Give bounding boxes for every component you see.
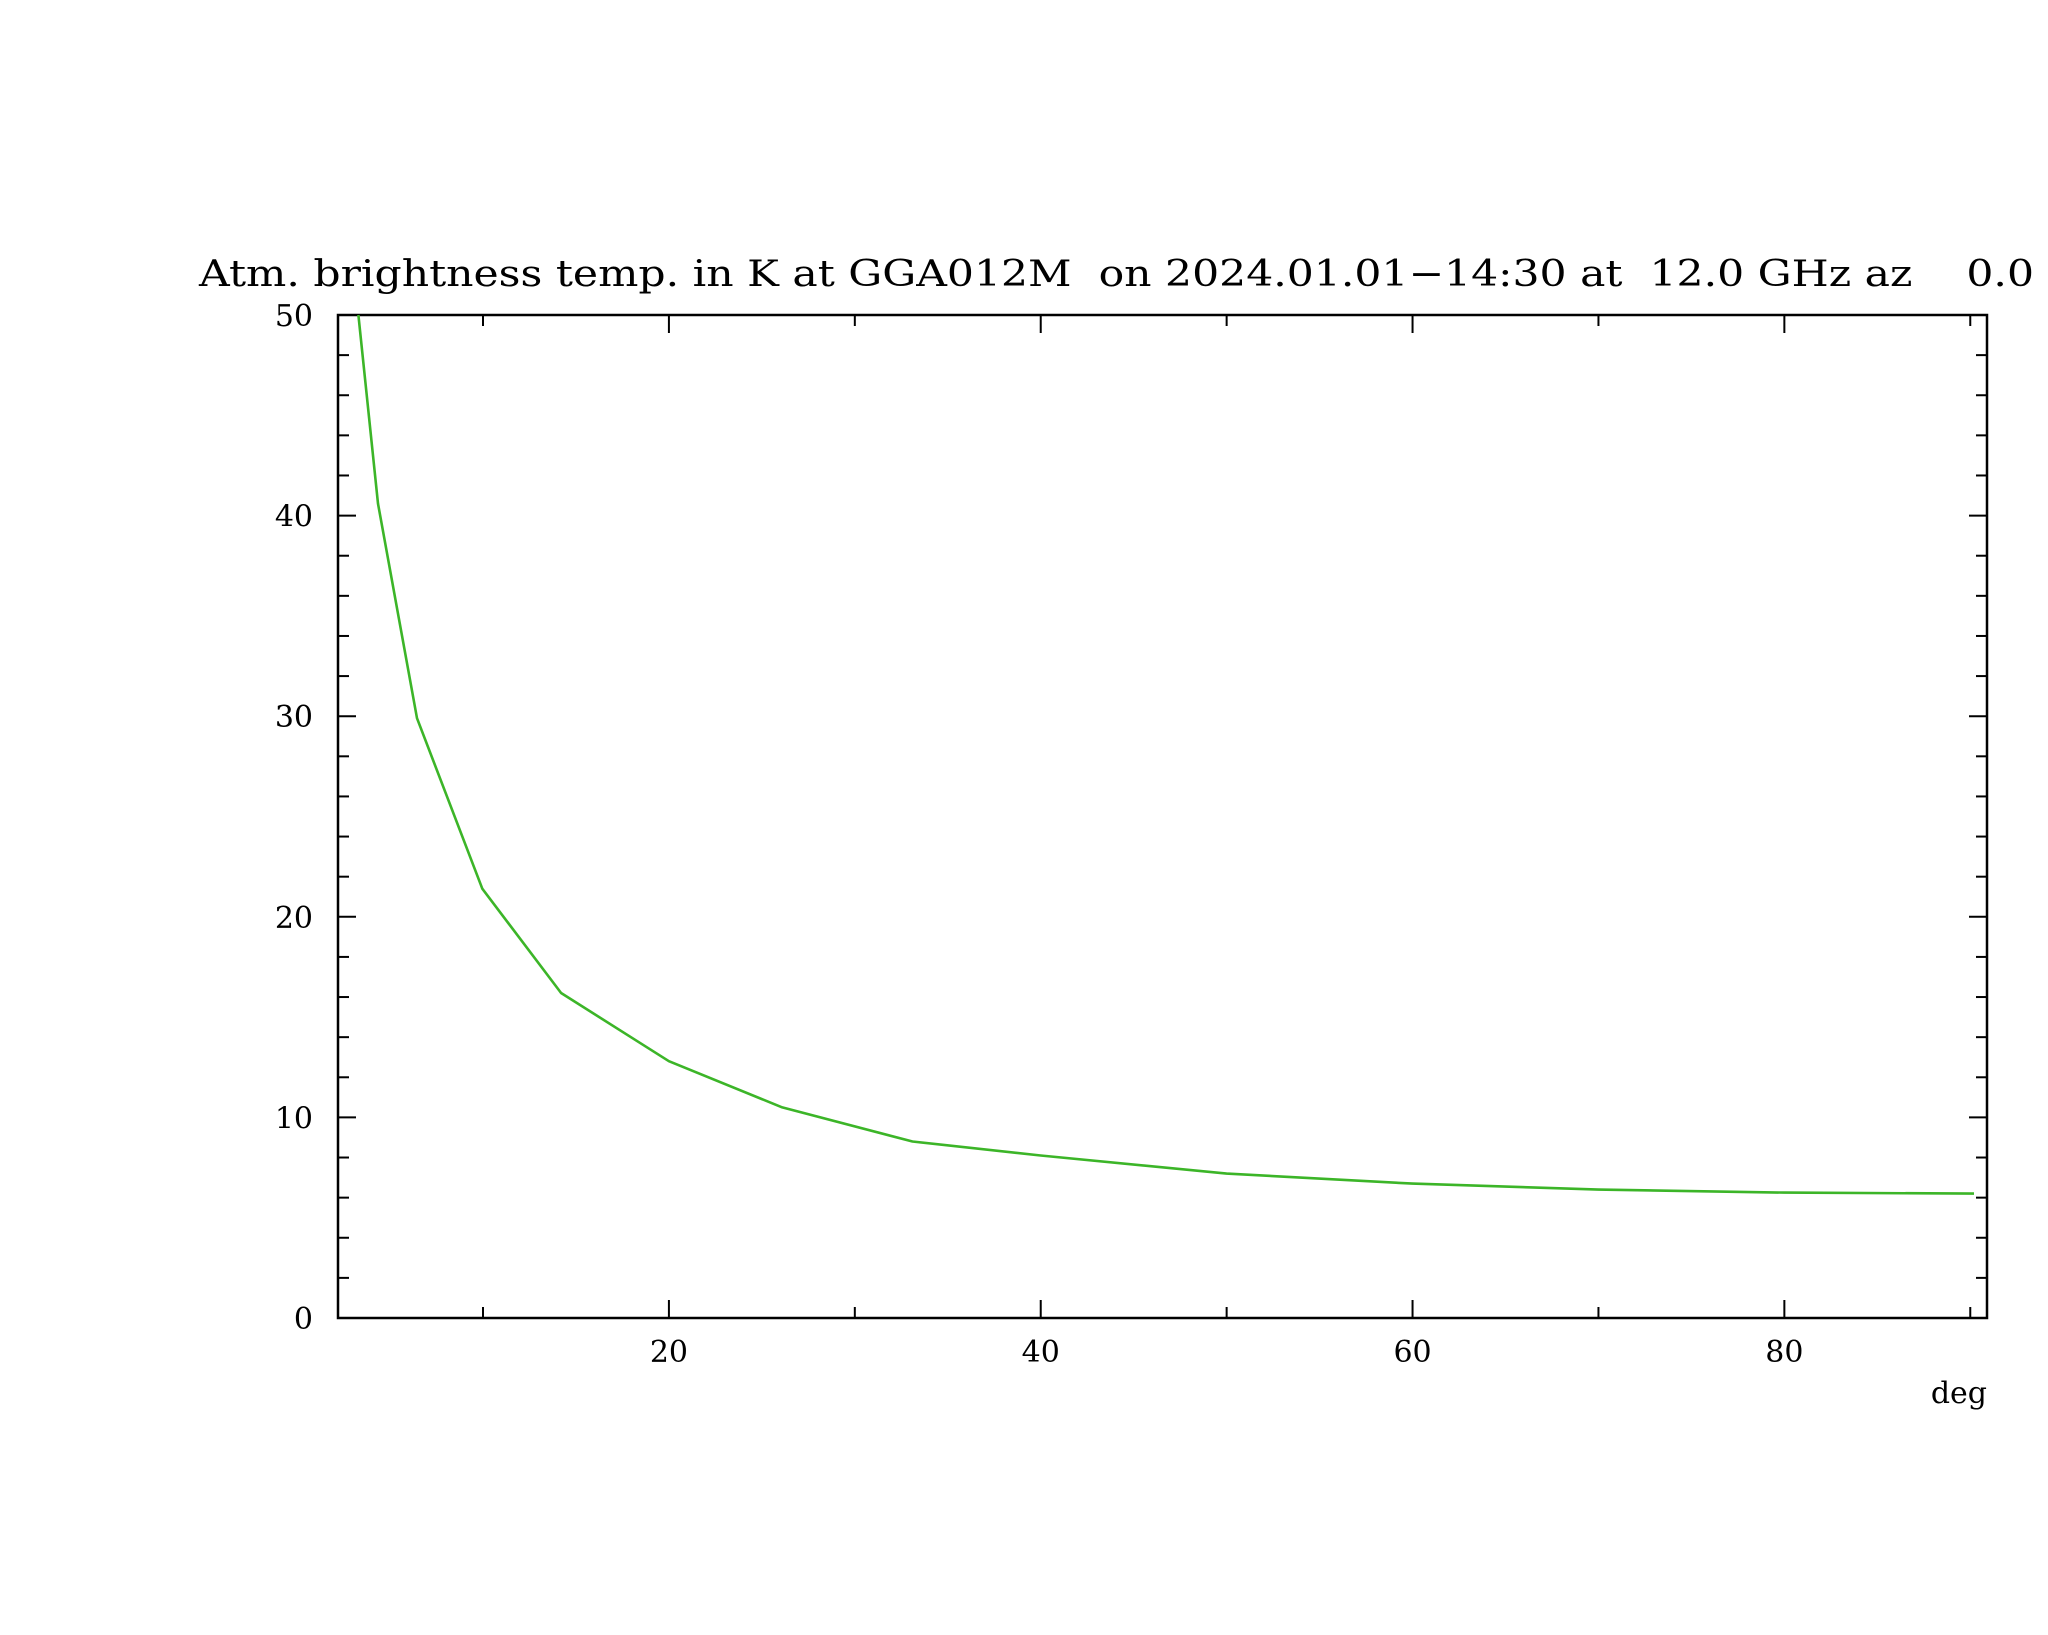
x-axis-label: deg (1931, 1376, 1987, 1411)
chart-title: Atm. brightness temp. in K at GGA012M on… (198, 254, 2034, 295)
x-tick-label: 60 (1393, 1335, 1431, 1370)
x-tick-label: 40 (1022, 1335, 1060, 1370)
x-tick-label: 80 (1765, 1335, 1803, 1370)
plot-frame (336, 313, 1989, 1320)
y-tick-label: 50 (275, 299, 313, 334)
y-tick-label: 20 (275, 901, 313, 936)
y-tick-label: 30 (275, 700, 313, 735)
y-tick-label: 0 (294, 1302, 313, 1337)
y-tick-label: 40 (275, 500, 313, 535)
x-tick-label: 20 (650, 1335, 688, 1370)
y-tick-label: 10 (275, 1101, 313, 1136)
data-line (357, 314, 1975, 1195)
